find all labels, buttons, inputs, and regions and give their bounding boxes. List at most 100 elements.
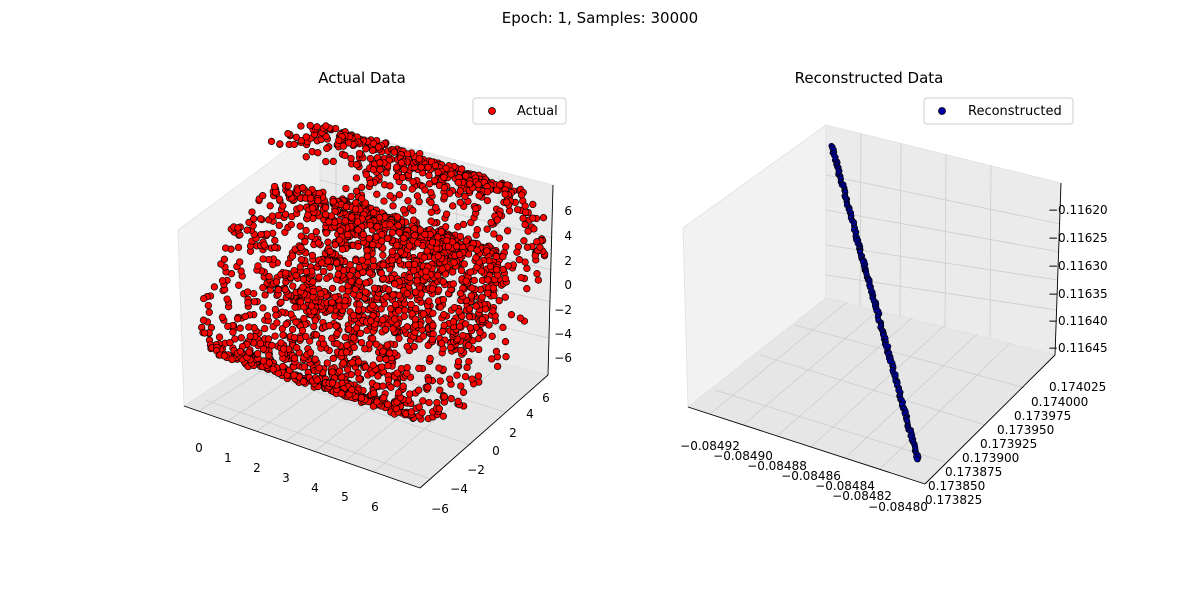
data-point xyxy=(199,316,208,324)
data-point xyxy=(279,331,287,339)
data-point xyxy=(467,244,475,253)
data-point xyxy=(313,123,321,131)
data-point xyxy=(345,325,353,333)
data-point xyxy=(322,158,330,166)
data-point xyxy=(347,192,355,201)
data-point xyxy=(399,382,407,390)
x-tick-label: −0.08482 xyxy=(832,489,892,503)
data-point xyxy=(450,258,458,267)
data-point xyxy=(431,161,440,170)
data-point xyxy=(331,312,339,320)
data-point xyxy=(259,192,267,200)
data-point xyxy=(427,198,435,207)
data-point xyxy=(483,225,491,233)
data-point xyxy=(440,173,448,182)
grid-line xyxy=(879,342,1011,470)
data-point xyxy=(274,211,283,220)
data-point xyxy=(425,398,433,407)
data-point xyxy=(429,321,437,330)
legend-box xyxy=(472,97,567,125)
data-point xyxy=(529,214,537,222)
data-point xyxy=(375,214,384,222)
data-point xyxy=(433,399,441,407)
data-point xyxy=(400,312,408,320)
data-point xyxy=(391,300,400,309)
z-ticks-actual: 6 4 2 0 −2 −4 −6 xyxy=(554,204,572,365)
data-point xyxy=(277,339,285,347)
data-point xyxy=(386,182,394,190)
grid-line xyxy=(825,174,1062,225)
data-point xyxy=(403,363,411,372)
data-point xyxy=(499,252,507,261)
data-point xyxy=(379,251,387,259)
data-point xyxy=(434,233,442,241)
data-point xyxy=(210,283,219,291)
data-point xyxy=(354,218,362,226)
data-point xyxy=(507,311,516,319)
data-point xyxy=(433,271,442,280)
x-tick-label: −0.08486 xyxy=(781,469,841,483)
legend-label-actual: Actual xyxy=(517,104,558,119)
x-axis-line xyxy=(183,405,421,489)
data-point xyxy=(271,236,279,245)
data-point xyxy=(248,208,256,216)
data-point xyxy=(351,285,360,293)
data-point xyxy=(267,137,276,146)
data-point xyxy=(390,148,398,156)
data-point xyxy=(391,280,399,288)
data-point xyxy=(503,227,512,235)
data-point xyxy=(383,341,391,349)
data-point xyxy=(468,375,476,383)
y-ticks-reconstructed: 0.174025 0.174000 0.173975 0.173950 0.17… xyxy=(925,380,1106,507)
data-point xyxy=(322,229,330,237)
data-point xyxy=(250,289,258,298)
data-point xyxy=(384,400,392,409)
data-point xyxy=(387,383,395,391)
reconstructed-point-line xyxy=(828,142,922,463)
x-tick-label: 6 xyxy=(371,500,379,514)
data-point xyxy=(233,315,242,323)
data-point xyxy=(300,314,308,323)
z-tick-label: −4 xyxy=(554,327,572,341)
data-point xyxy=(324,238,332,246)
data-point xyxy=(487,218,495,227)
data-point xyxy=(352,187,361,195)
x-tick-label: −0.08484 xyxy=(815,479,875,493)
data-point xyxy=(359,230,367,239)
data-point xyxy=(297,243,305,252)
data-point xyxy=(244,298,252,307)
data-point xyxy=(302,226,310,235)
data-point xyxy=(373,190,381,198)
data-point xyxy=(397,248,405,256)
data-point xyxy=(456,187,464,195)
data-point xyxy=(346,261,354,269)
data-point xyxy=(322,122,330,130)
grid-reconstructed xyxy=(709,132,1062,470)
z-tick-label: 2 xyxy=(564,254,572,268)
data-point xyxy=(456,232,465,241)
data-point xyxy=(395,191,404,199)
data-point xyxy=(228,355,236,364)
data-point xyxy=(325,322,334,330)
data-point xyxy=(478,316,486,324)
data-point xyxy=(403,289,411,298)
data-point xyxy=(246,332,254,340)
data-point xyxy=(373,398,381,406)
data-point xyxy=(380,394,388,402)
data-point xyxy=(365,340,374,348)
data-point xyxy=(302,332,310,341)
data-point xyxy=(492,266,501,274)
data-point xyxy=(454,178,463,187)
data-point xyxy=(337,389,345,398)
data-point xyxy=(401,306,409,314)
data-point xyxy=(404,260,413,269)
data-point xyxy=(432,204,440,212)
data-point xyxy=(223,295,231,303)
data-point xyxy=(220,255,229,263)
data-point xyxy=(492,252,500,261)
data-point xyxy=(462,237,470,245)
data-point xyxy=(328,379,337,387)
data-point xyxy=(318,259,326,267)
figure-suptitle: Epoch: 1, Samples: 30000 xyxy=(502,9,698,27)
data-point xyxy=(312,228,320,236)
